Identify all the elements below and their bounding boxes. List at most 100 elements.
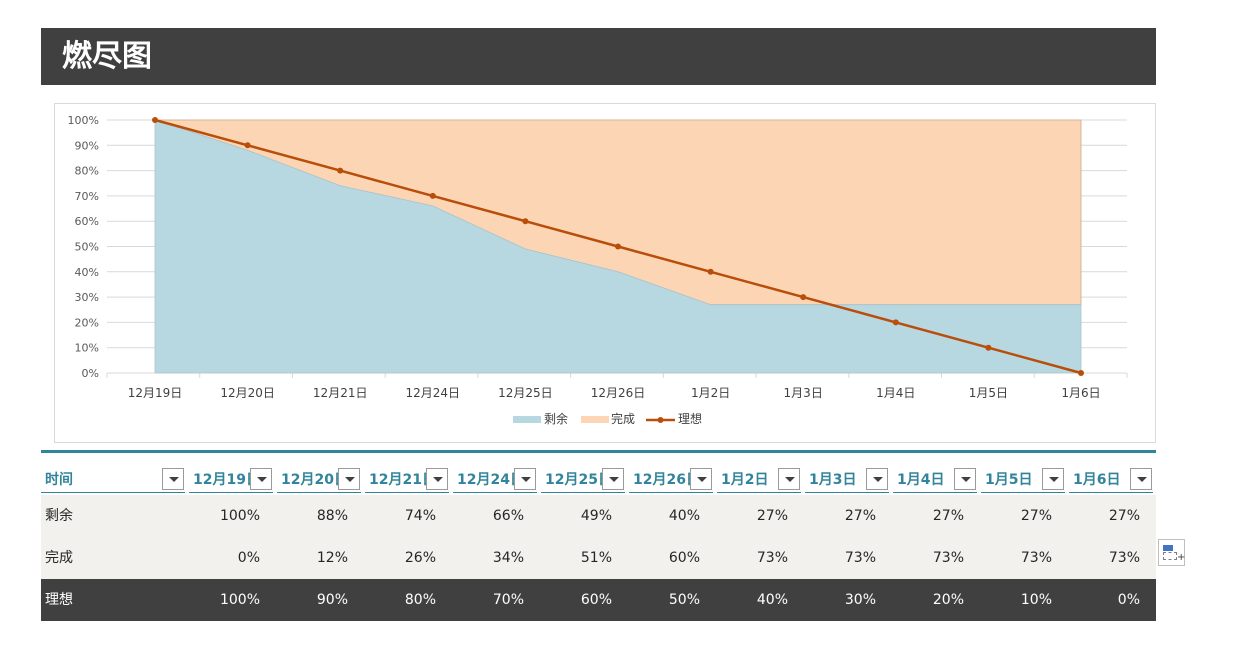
table-cell: 0% bbox=[237, 550, 260, 566]
table-row-ideal: 理想 100% 90% 80% 70% 60% 50% 40% 30% 20% 10% 0% bbox=[41, 579, 1156, 621]
x-tick-label: 1月4日 bbox=[876, 386, 915, 400]
table-row-completed: 完成 0% 12% 26% 34% 51% 60% 73% 73% 73% 73% 73% bbox=[41, 537, 1156, 579]
table-cell: 60% bbox=[668, 550, 700, 566]
x-tick-label: 12月20日 bbox=[220, 386, 275, 400]
row-label: 完成 bbox=[45, 550, 73, 566]
ideal-point bbox=[244, 142, 251, 149]
x-tick-label: 1月2日 bbox=[691, 386, 730, 400]
burndown-chart[interactable]: 0% 10% 20% 30% 40% 50% 60% 70% 80% 90% 100% 12月19日 1… bbox=[54, 103, 1156, 443]
table-cell: 51% bbox=[580, 550, 612, 566]
legend-label-remaining: 剩余 bbox=[544, 411, 568, 426]
legend-swatch-completed bbox=[581, 416, 609, 423]
table-cell: 34% bbox=[492, 550, 524, 566]
table-cell: 60% bbox=[580, 592, 612, 608]
header-cell-date: 12月20日 bbox=[277, 467, 361, 493]
table-cell: 73% bbox=[1020, 550, 1052, 566]
ideal-point bbox=[152, 117, 158, 123]
header-cell-date: 1月3日 bbox=[805, 467, 889, 493]
table-row-remaining: 剩余 100% 88% 74% 66% 49% 40% 27% 27% 27% 27% 27% bbox=[41, 495, 1156, 537]
y-tick-label: 70% bbox=[75, 190, 99, 203]
y-tick-label: 50% bbox=[75, 241, 99, 254]
filter-dropdown-button[interactable] bbox=[250, 468, 272, 490]
table-cell: 10% bbox=[1020, 592, 1052, 608]
filter-dropdown-button[interactable] bbox=[602, 468, 624, 490]
ideal-point bbox=[522, 218, 529, 225]
ideal-point bbox=[892, 319, 899, 326]
header-cell-time: 时间 bbox=[41, 467, 185, 493]
x-tick-label: 12月25日 bbox=[498, 386, 553, 400]
filter-dropdown-button[interactable] bbox=[514, 468, 536, 490]
chart-canvas: 0% 10% 20% 30% 40% 50% 60% 70% 80% 90% 100% 12月19日 1… bbox=[68, 114, 1128, 426]
x-tick-label: 12月26日 bbox=[591, 386, 646, 400]
y-tick-label: 100% bbox=[68, 114, 99, 127]
y-tick-label: 0% bbox=[82, 367, 99, 380]
table-cell: 70% bbox=[492, 592, 524, 608]
table-cell: 27% bbox=[1108, 508, 1140, 524]
ideal-point bbox=[1078, 370, 1084, 376]
table-top-border bbox=[41, 450, 1156, 453]
filter-dropdown-button[interactable] bbox=[1042, 468, 1064, 490]
table-cell: 73% bbox=[844, 550, 876, 566]
y-tick-label: 40% bbox=[75, 266, 99, 279]
legend-swatch-remaining bbox=[513, 416, 541, 423]
table-cell: 74% bbox=[404, 508, 436, 524]
header-cell-date: 1月2日 bbox=[717, 467, 801, 493]
table-cell: 50% bbox=[668, 592, 700, 608]
filter-dropdown-button[interactable] bbox=[866, 468, 888, 490]
table-cell: 0% bbox=[1117, 592, 1140, 608]
data-table: 时间 12月19日 12月20日 12月21日 12月24日 12月25日 12月26日 1月… bbox=[41, 453, 1156, 621]
ideal-point bbox=[429, 192, 436, 199]
ideal-point bbox=[985, 344, 992, 351]
header-cell-date: 1月4日 bbox=[893, 467, 977, 493]
legend-label-completed: 完成 bbox=[611, 411, 635, 426]
page-title: 燃尽图 bbox=[41, 28, 1156, 85]
ideal-point bbox=[615, 243, 621, 250]
table-cell: 88% bbox=[316, 508, 348, 524]
filter-dropdown-button[interactable] bbox=[1130, 468, 1152, 490]
x-tick-label: 12月19日 bbox=[128, 386, 183, 400]
table-cell: 66% bbox=[492, 508, 524, 524]
x-tick-label: 1月6日 bbox=[1061, 386, 1100, 400]
table-cell: 90% bbox=[316, 592, 348, 608]
table-cell: 12% bbox=[316, 550, 348, 566]
table-header-row: 时间 12月19日 12月20日 12月21日 12月24日 12月25日 12月26日 1月… bbox=[41, 453, 1156, 495]
y-tick-label: 20% bbox=[75, 316, 99, 329]
header-cell-date: 12月25日 bbox=[541, 467, 625, 493]
table-cell: 26% bbox=[404, 550, 436, 566]
x-tick-label: 12月21日 bbox=[313, 386, 368, 400]
table-cell: 73% bbox=[756, 550, 788, 566]
row-label: 剩余 bbox=[45, 508, 73, 524]
header-cell-date: 12月24日 bbox=[453, 467, 537, 493]
table-cell: 40% bbox=[668, 508, 700, 524]
header-cell-date: 12月26日 bbox=[629, 467, 713, 493]
table-cell: 27% bbox=[844, 508, 876, 524]
header-cell-date: 12月21日 bbox=[365, 467, 449, 493]
x-tick-label: 1月3日 bbox=[784, 386, 823, 400]
filter-dropdown-button[interactable] bbox=[338, 468, 360, 490]
table-cell: 40% bbox=[756, 592, 788, 608]
table-cell: 73% bbox=[1108, 550, 1140, 566]
ideal-point bbox=[337, 167, 344, 174]
table-cell: 49% bbox=[580, 508, 612, 524]
quick-analysis-icon[interactable]: + bbox=[1158, 539, 1185, 566]
table-cell: 100% bbox=[219, 592, 260, 608]
x-tick-label: 12月24日 bbox=[406, 386, 461, 400]
table-cell: 100% bbox=[219, 508, 260, 524]
filter-dropdown-button[interactable] bbox=[426, 468, 448, 490]
y-tick-label: 10% bbox=[75, 342, 99, 355]
x-tick-label: 1月5日 bbox=[969, 386, 1008, 400]
y-tick-label: 90% bbox=[75, 139, 99, 152]
header-cell-date: 1月6日 bbox=[1069, 467, 1153, 493]
filter-dropdown-button[interactable] bbox=[162, 468, 184, 490]
ideal-point bbox=[707, 268, 714, 275]
table-cell: 27% bbox=[756, 508, 788, 524]
table-cell: 80% bbox=[404, 592, 436, 608]
y-tick-label: 60% bbox=[75, 215, 99, 228]
filter-dropdown-button[interactable] bbox=[690, 468, 712, 490]
ideal-point bbox=[800, 294, 807, 301]
header-cell-date: 12月19日 bbox=[189, 467, 273, 493]
table-cell: 73% bbox=[932, 550, 964, 566]
y-tick-label: 80% bbox=[75, 165, 99, 178]
filter-dropdown-button[interactable] bbox=[778, 468, 800, 490]
filter-dropdown-button[interactable] bbox=[954, 468, 976, 490]
